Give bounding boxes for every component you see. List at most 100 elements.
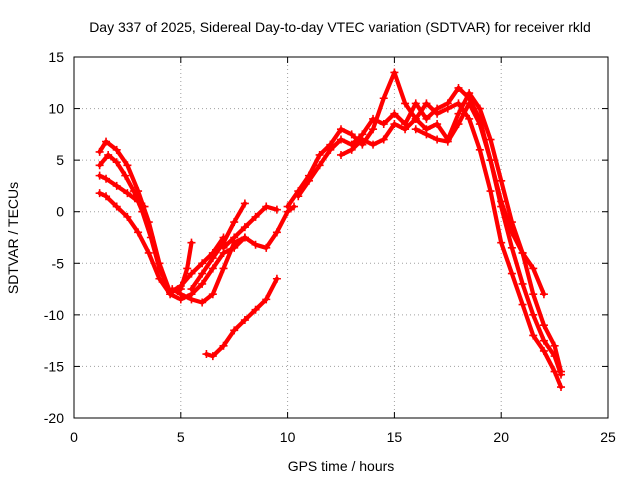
data-point-marker xyxy=(272,228,281,237)
data-point-marker xyxy=(454,99,463,108)
data-point-marker xyxy=(102,192,111,201)
data-point-marker xyxy=(176,290,185,299)
data-point-marker xyxy=(240,316,249,325)
data-point-marker xyxy=(433,104,442,113)
data-point-marker xyxy=(187,295,196,304)
data-point-marker xyxy=(219,264,228,273)
x-tick-label: 15 xyxy=(387,429,403,445)
data-point-marker xyxy=(304,176,313,185)
data-point-marker xyxy=(168,285,177,294)
data-point-marker xyxy=(443,99,452,108)
data-point-marker xyxy=(497,238,506,247)
data-point-marker xyxy=(518,300,527,309)
data-point-marker xyxy=(315,150,324,159)
data-point-marker xyxy=(486,135,495,144)
data-point-marker xyxy=(272,274,281,283)
data-point-marker xyxy=(272,205,281,214)
data-point-marker xyxy=(251,305,260,314)
data-point-marker xyxy=(422,130,431,139)
plot-frame xyxy=(73,56,609,419)
data-point-marker xyxy=(123,161,132,170)
data-point-marker xyxy=(347,145,356,154)
data-point-marker xyxy=(390,120,399,129)
data-point-marker xyxy=(208,352,217,361)
data-point-marker xyxy=(475,104,484,113)
data-point-marker xyxy=(486,187,495,196)
data-point-marker xyxy=(529,310,538,319)
y-tick-label: -5 xyxy=(52,255,65,271)
x-tick-label: 0 xyxy=(70,429,78,445)
data-point-marker xyxy=(529,290,538,299)
data-point-marker xyxy=(183,264,192,273)
data-point-marker xyxy=(454,109,463,118)
data-point-marker xyxy=(155,274,164,283)
y-tick-label: -10 xyxy=(44,307,64,323)
data-point-marker xyxy=(507,269,516,278)
data-point-marker xyxy=(240,233,249,242)
data-point-marker xyxy=(104,150,113,159)
data-point-marker xyxy=(465,114,474,123)
data-point-marker xyxy=(208,290,217,299)
data-point-marker xyxy=(379,135,388,144)
data-point-marker xyxy=(337,125,345,134)
data-point-marker xyxy=(411,99,420,108)
data-point-marker xyxy=(422,114,431,123)
data-point-marker xyxy=(369,114,378,123)
data-point-marker xyxy=(208,254,217,263)
data-point-marker xyxy=(401,99,410,108)
data-point-marker xyxy=(518,279,527,288)
data-point-marker xyxy=(112,181,121,190)
data-point-marker xyxy=(219,341,228,350)
data-point-marker xyxy=(326,145,335,154)
series-arc-f xyxy=(187,199,249,294)
data-point-marker xyxy=(454,120,463,129)
data-point-marker xyxy=(465,89,474,98)
data-point-marker xyxy=(230,218,239,227)
series-trace xyxy=(189,201,247,292)
chart-title: Day 337 of 2025, Sidereal Day-to-day VTE… xyxy=(89,19,591,35)
series-layer xyxy=(95,68,566,392)
series-arc-c xyxy=(95,171,149,211)
series-arc-h xyxy=(202,274,281,361)
data-point-marker xyxy=(138,207,147,216)
data-point-marker xyxy=(208,264,217,273)
data-point-marker xyxy=(95,189,104,198)
data-point-marker xyxy=(198,269,207,278)
data-point-marker xyxy=(283,202,292,211)
data-point-marker xyxy=(411,125,420,134)
data-point-marker xyxy=(123,212,132,221)
data-point-marker xyxy=(230,233,239,242)
data-point-marker xyxy=(539,336,548,345)
data-point-marker xyxy=(337,150,345,159)
data-point-marker xyxy=(198,298,207,307)
data-point-marker xyxy=(230,326,239,335)
data-point-marker xyxy=(198,279,207,288)
data-point-marker xyxy=(497,197,506,206)
y-tick-label: -15 xyxy=(44,358,64,374)
data-point-marker xyxy=(497,176,506,185)
series-trace xyxy=(296,85,564,377)
x-tick-label: 25 xyxy=(600,429,616,445)
data-point-marker xyxy=(102,174,111,183)
data-point-marker xyxy=(539,290,548,299)
data-point-marker xyxy=(102,137,111,146)
x-axis-label: GPS time / hours xyxy=(288,458,395,474)
data-point-marker xyxy=(95,147,104,156)
series-arc-j xyxy=(294,83,566,379)
y-tick-label: 0 xyxy=(56,204,64,220)
data-point-marker xyxy=(262,295,271,304)
data-point-marker xyxy=(390,109,399,118)
data-point-marker xyxy=(112,202,121,211)
data-point-marker xyxy=(134,228,143,237)
data-point-marker xyxy=(557,383,566,392)
data-point-marker xyxy=(507,228,516,237)
data-point-marker xyxy=(219,243,228,252)
data-point-marker xyxy=(134,197,143,206)
series-trace xyxy=(97,152,226,295)
data-point-marker xyxy=(251,240,260,249)
data-point-marker xyxy=(369,125,378,134)
data-point-marker xyxy=(166,290,175,299)
series-arc-b xyxy=(95,150,228,297)
series-trace xyxy=(285,70,564,390)
